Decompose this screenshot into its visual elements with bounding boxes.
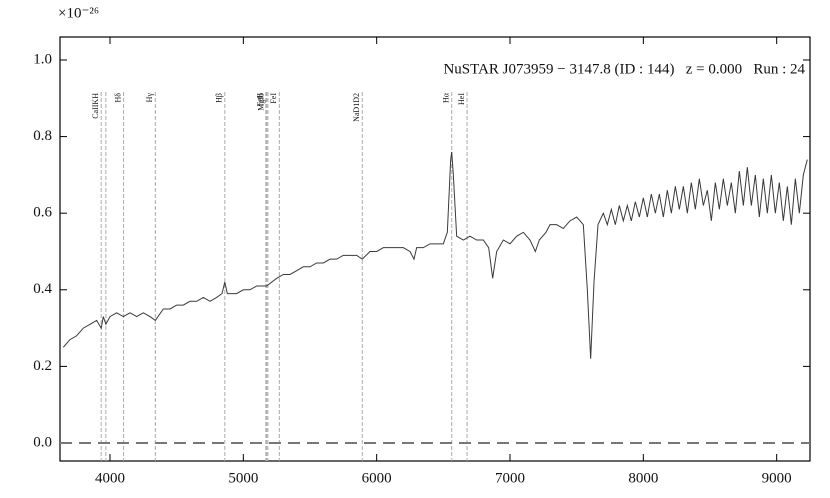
y-tick-label: 0.2 [33, 358, 52, 374]
spectral-line-label: NaD1D2 [352, 93, 361, 122]
x-tick-label: 5000 [228, 470, 258, 486]
spectrum-line [62, 151, 808, 359]
spectral-line-label: Hα [442, 92, 451, 103]
x-tick-label: 4000 [95, 470, 125, 486]
spectral-line-label: FeI [269, 93, 278, 104]
spectral-line-label: FeII [256, 93, 265, 107]
spectral-line-label: Hγ [145, 93, 154, 103]
spectral-line-label: Hβ [215, 93, 224, 103]
y-tick-label: 0.6 [33, 205, 52, 221]
x-tick-label: 7000 [495, 470, 525, 486]
x-tick-label: 8000 [628, 470, 658, 486]
y-tick-label: 1.0 [33, 51, 52, 67]
spectral-line-label: MgIb [256, 93, 265, 111]
y-tick-label: 0.0 [33, 434, 52, 450]
y-offset-label: ×10⁻²⁶ [58, 5, 99, 21]
spectral-line-label: HeI [457, 93, 466, 105]
chart-title: NuSTAR J073959 − 3147.8 (ID : 144) z = 0… [443, 61, 805, 77]
x-tick-label: 9000 [762, 470, 792, 486]
y-tick-label: 0.8 [33, 128, 52, 144]
y-tick-label: 0.4 [33, 281, 52, 297]
x-tick-label: 6000 [362, 470, 392, 486]
spectral-line-label: CaIIKH [91, 93, 100, 119]
plot-frame [59, 36, 811, 462]
spectral-line-label: Hδ [113, 93, 122, 103]
